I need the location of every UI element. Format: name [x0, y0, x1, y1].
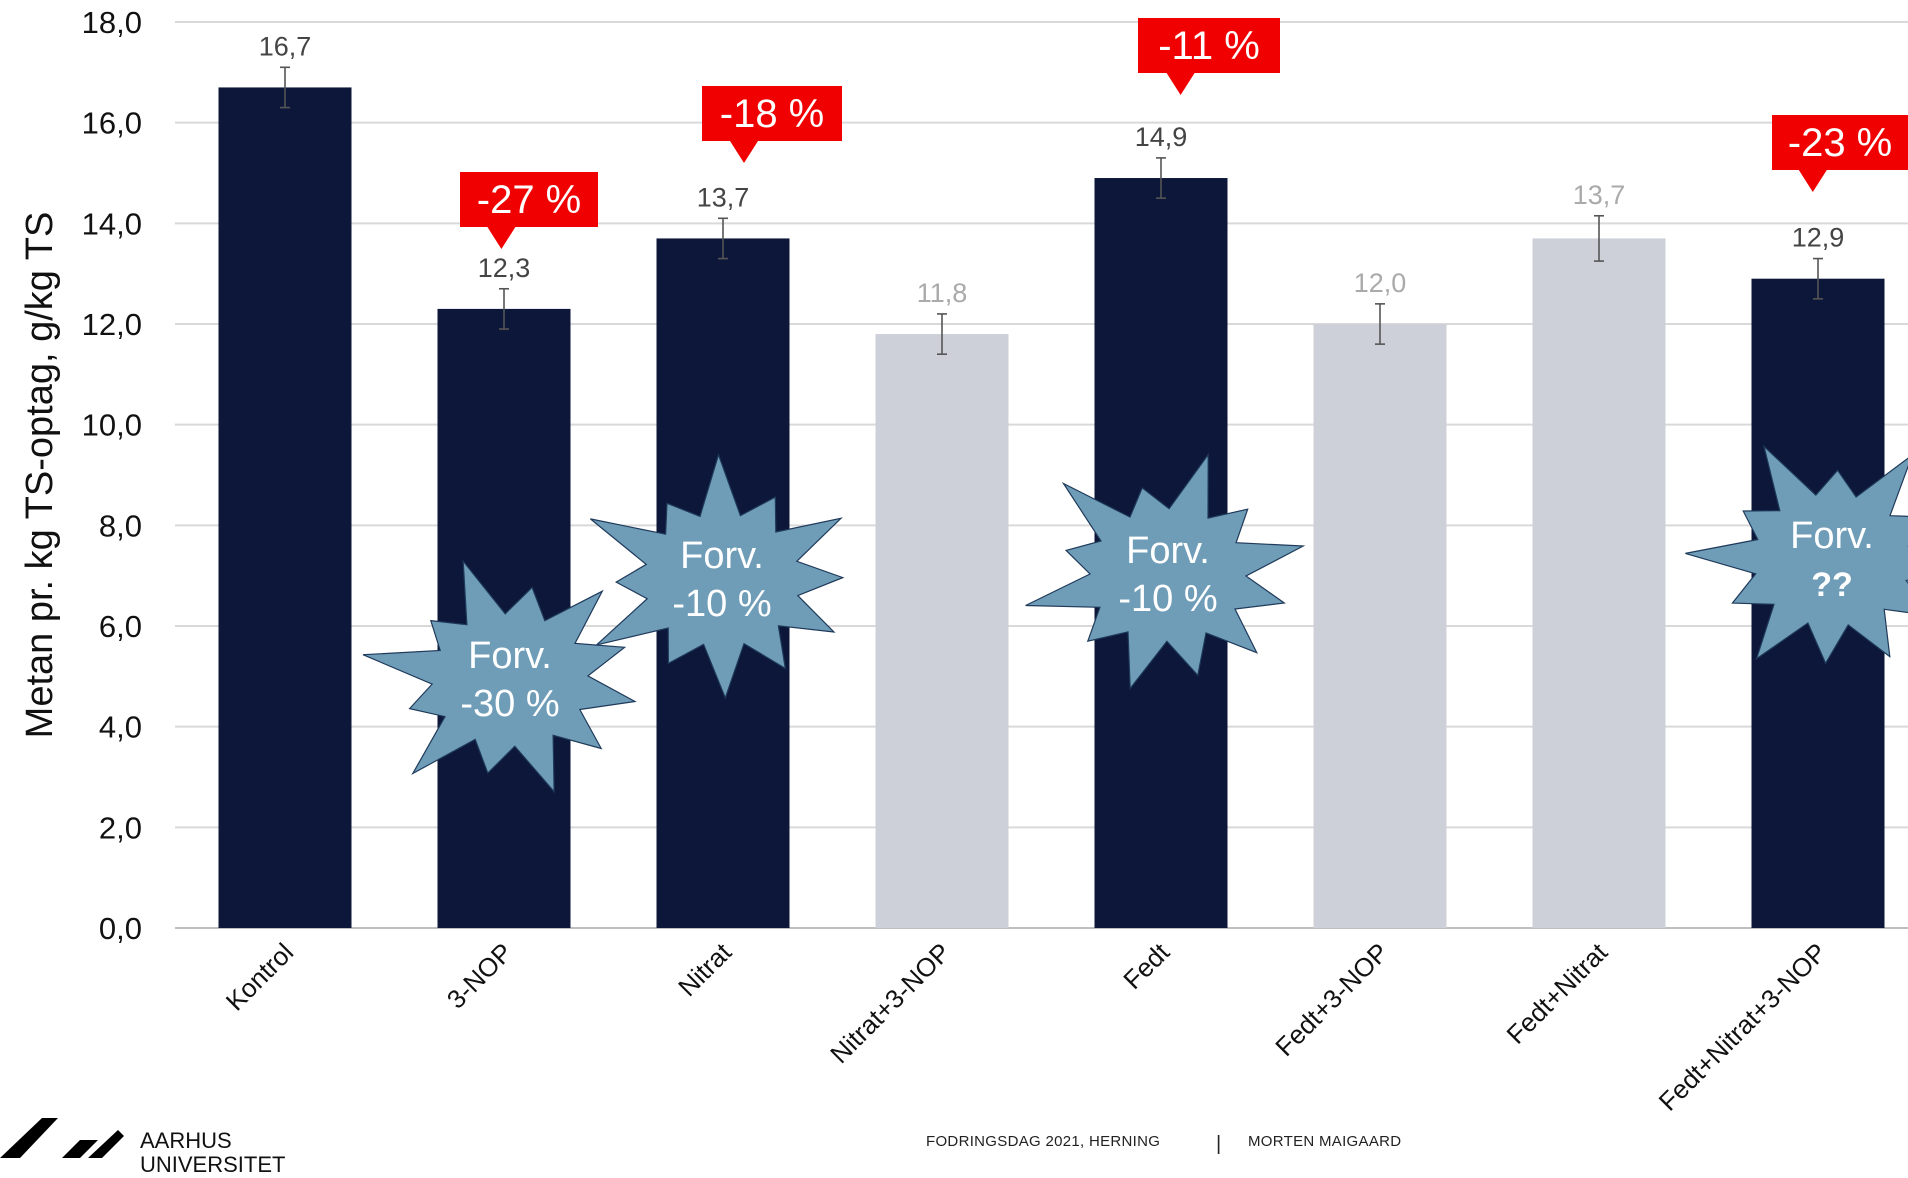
- logo-line2: UNIVERSITET: [140, 1152, 286, 1177]
- y-axis-label: Metan pr. kg TS-optag, g/kg TS: [19, 212, 61, 739]
- y-tick-label: 16,0: [82, 106, 142, 141]
- x-tick-label: Fedt+Nitrat: [1501, 936, 1614, 1049]
- footer-author: MORTEN MAIGAARD: [1248, 1133, 1402, 1150]
- forecast-burst-line2: -30 %: [460, 683, 559, 725]
- bar: [1313, 324, 1447, 928]
- university-seal-icon: [0, 1118, 124, 1158]
- aarhus-university-logo: AARHUS UNIVERSITET: [0, 1110, 330, 1177]
- value-label: 13,7: [1573, 180, 1626, 210]
- x-tick-label: Fedt+Nitrat+3-NOP: [1653, 937, 1833, 1117]
- value-label: 12,3: [478, 253, 531, 283]
- y-tick-label: 8,0: [99, 508, 142, 543]
- reduction-callout-text: -18 %: [720, 92, 825, 136]
- y-tick-label: 2,0: [99, 810, 142, 845]
- y-tick-label: 4,0: [99, 710, 142, 745]
- reduction-callout: [702, 86, 842, 163]
- value-label: 13,7: [697, 182, 750, 212]
- bar: [1532, 238, 1666, 928]
- reduction-callout: [1138, 18, 1280, 95]
- y-tick-label: 18,0: [82, 5, 142, 40]
- value-label: 11,8: [917, 278, 968, 308]
- x-tick-label: 3-NOP: [441, 937, 518, 1014]
- forecast-burst-line1: Forv.: [680, 535, 764, 577]
- reduction-callout: [1772, 115, 1908, 192]
- value-label: 12,9: [1792, 223, 1845, 253]
- x-tick-label: Kontrol: [220, 937, 299, 1016]
- bar: [875, 334, 1009, 929]
- y-tick-label: 12,0: [82, 307, 142, 342]
- forecast-burst-line1: Forv.: [468, 635, 552, 677]
- forecast-burst-line2: ??: [1811, 566, 1853, 604]
- y-tick-label: 10,0: [82, 408, 142, 443]
- reduction-callout: [460, 172, 598, 249]
- forecast-burst: [1025, 452, 1306, 691]
- x-tick-label: Fedt+3-NOP: [1269, 937, 1394, 1062]
- forecast-burst-line2: -10 %: [672, 583, 771, 625]
- forecast-burst-line1: Forv.: [1790, 515, 1874, 557]
- reduction-callout-text: -27 %: [477, 178, 582, 222]
- bar: [218, 87, 352, 928]
- forecast-burst: [590, 452, 845, 700]
- y-tick-label: 6,0: [99, 609, 142, 644]
- reduction-callout-text: -23 %: [1788, 121, 1893, 165]
- y-tick-label: 14,0: [82, 206, 142, 241]
- reduction-callout-text: -11 %: [1158, 24, 1260, 68]
- value-label: 16,7: [259, 31, 312, 61]
- forecast-burst-line2: -10 %: [1118, 578, 1217, 620]
- x-tick-label: Nitrat: [672, 936, 738, 1002]
- forecast-burst: [362, 559, 637, 794]
- value-label: 12,0: [1354, 268, 1407, 298]
- forecast-burst: [1685, 444, 1908, 665]
- value-label: 14,9: [1135, 122, 1188, 152]
- footer-event: FODRINGSDAG 2021, HERNING: [926, 1133, 1161, 1150]
- footer-separator: |: [1216, 1133, 1222, 1155]
- logo-line1: AARHUS: [140, 1128, 232, 1153]
- forecast-burst-line1: Forv.: [1126, 530, 1210, 572]
- x-tick-label: Fedt: [1117, 936, 1176, 995]
- x-tick-label: Nitrat+3-NOP: [824, 937, 956, 1069]
- y-tick-label: 0,0: [99, 911, 142, 946]
